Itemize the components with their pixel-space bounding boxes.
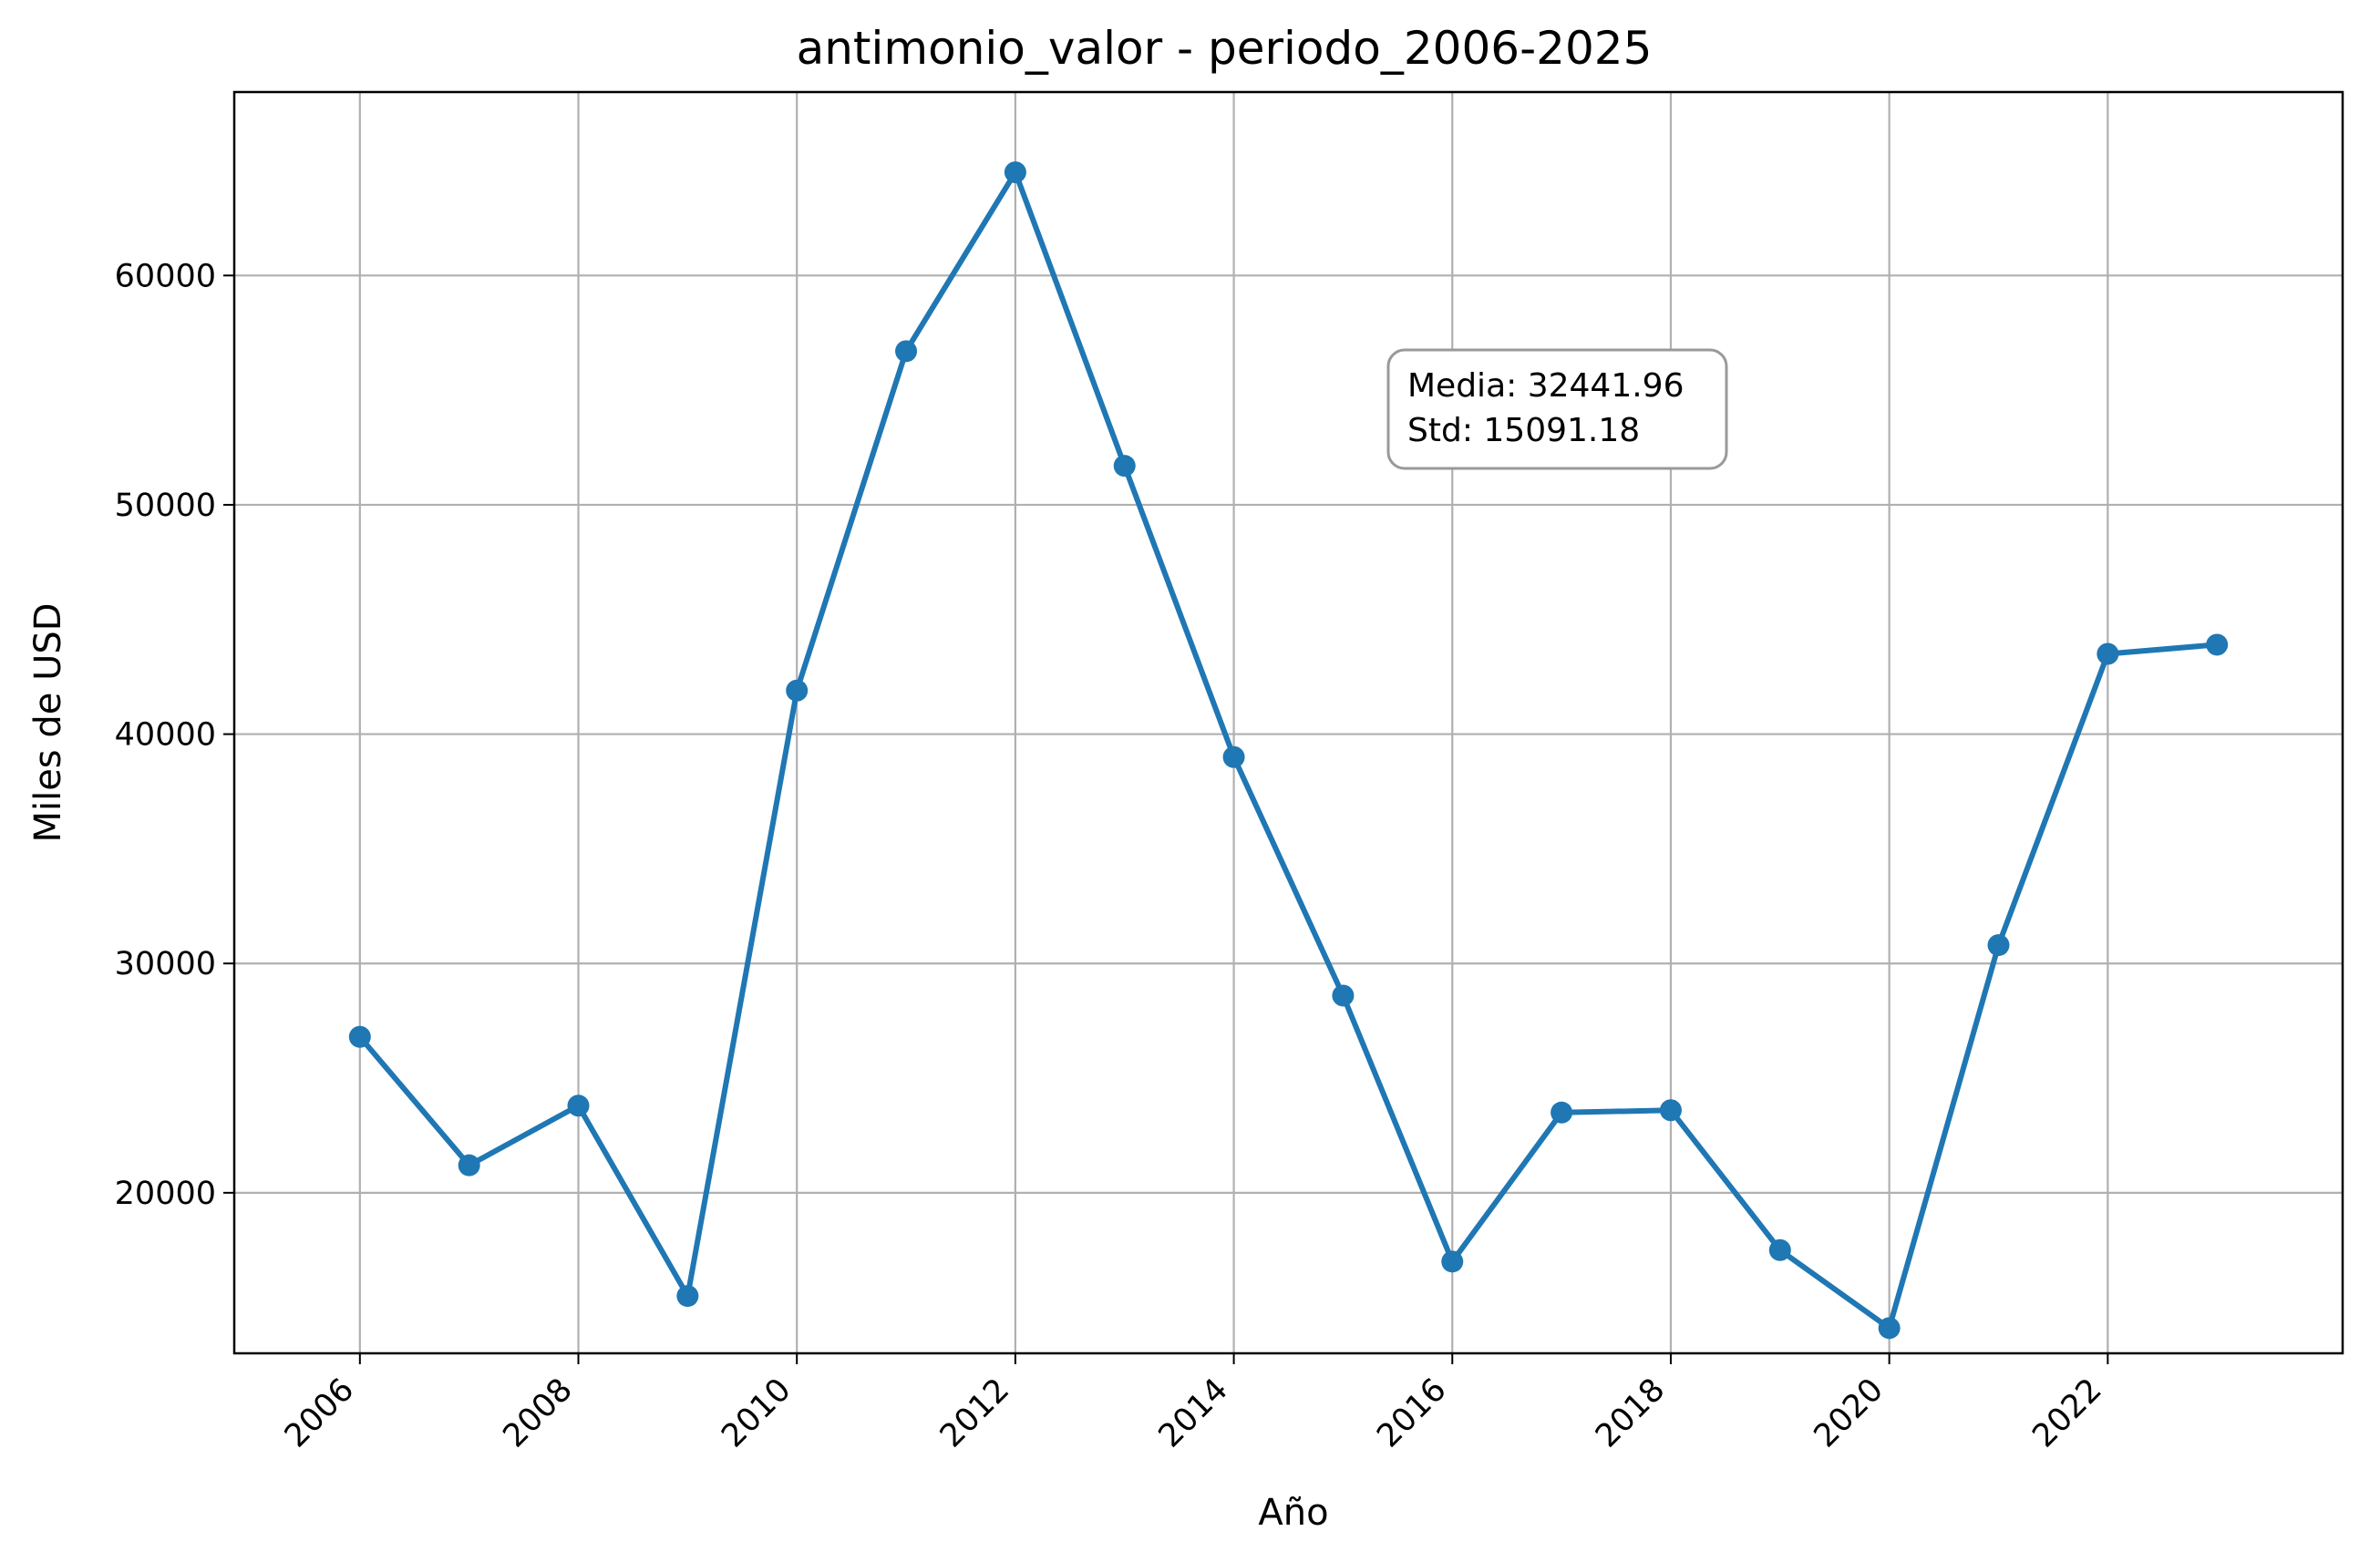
y-tick-label: 60000 <box>115 258 216 294</box>
plot-area-frame <box>232 90 2344 1355</box>
data-point <box>1441 1250 1464 1273</box>
x-axis-label: Año <box>1258 1492 1328 1534</box>
data-point <box>348 1025 371 1048</box>
data-point <box>2097 642 2119 665</box>
grid-lines <box>234 92 2343 1353</box>
stats-mean-text: Media: 32441.96 <box>1407 367 1684 405</box>
data-point <box>2206 633 2229 656</box>
data-point <box>1004 161 1026 184</box>
data-point <box>895 340 918 363</box>
data-point <box>1222 745 1245 768</box>
data-point <box>676 1285 699 1308</box>
data-point <box>786 679 809 702</box>
data-point <box>1878 1317 1901 1340</box>
series-line <box>356 170 2220 1331</box>
data-point <box>1768 1238 1791 1261</box>
data-point <box>1987 934 2010 957</box>
y-tick-label: 30000 <box>115 946 216 982</box>
stats-annotation: Media: 32441.96 Std: 15091.18 <box>1386 348 1728 470</box>
y-tick-label: 50000 <box>115 488 216 524</box>
y-tick-label: 40000 <box>115 717 216 754</box>
data-point <box>1551 1101 1573 1124</box>
y-tick-label: 20000 <box>115 1176 216 1212</box>
stats-std-text: Std: 15091.18 <box>1407 412 1640 449</box>
series-layer <box>348 161 2229 1340</box>
data-point <box>567 1094 590 1117</box>
data-point <box>1332 984 1355 1007</box>
data-point <box>458 1154 480 1177</box>
y-axis-label: Miles de USD <box>27 602 69 842</box>
data-point <box>1659 1099 1682 1122</box>
y-axis-ticks: 20000 30000 40000 50000 60000 <box>115 258 234 1212</box>
chart-title: antimonio_valor - periodo_2006-2025 <box>797 22 1653 75</box>
data-point <box>1113 455 1136 478</box>
stats-annotation-box <box>1386 348 1728 470</box>
